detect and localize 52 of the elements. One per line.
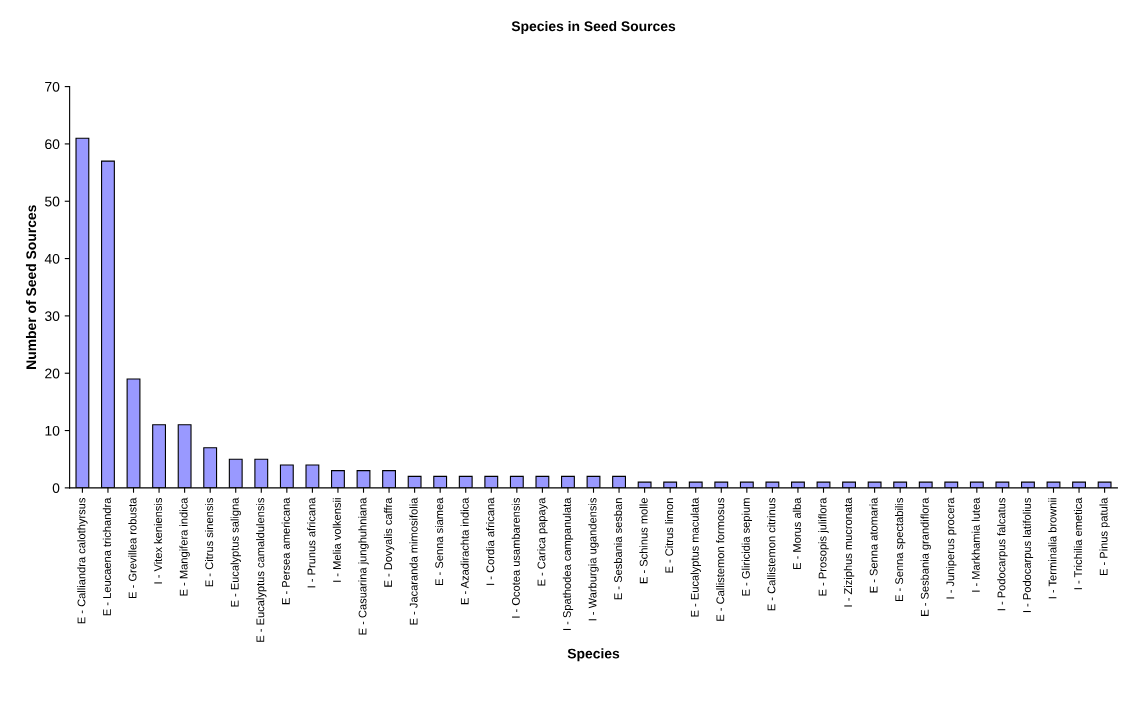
x-tick-label: E - Sesbania sesban <box>613 498 623 600</box>
x-tick-label: E - Callistemon citrinus <box>767 497 776 611</box>
x-tick-label: E - Grevillea robusta <box>128 497 137 598</box>
x-tick-label: I - Melia volkensii <box>332 498 341 582</box>
y-axis-title: Number of Seed Sources <box>25 205 37 369</box>
x-tick-label: E - Senna siamea <box>435 497 444 585</box>
x-tick-label: I - Ziziphus mucronata <box>843 497 855 607</box>
x-tick-label: E - Callistemon formosus <box>716 497 725 621</box>
x-tick-label: E - Dovyalis caffra <box>383 497 395 587</box>
x-tick-label: I - Spathodea campanulata <box>562 497 574 630</box>
x-tick-label: E - Pinus patula <box>1099 497 1110 576</box>
x-tick-label: I - Trichilia emetica <box>1073 497 1083 590</box>
y-tick-label: 40 <box>44 253 60 264</box>
y-tick-label: 30 <box>44 311 60 322</box>
x-tick-label: I - Podocarpus latifolius <box>1022 497 1034 613</box>
x-tick-label: E - Leucaena trichandra <box>102 497 111 616</box>
x-tick-label: I - Terminalia brownii <box>1048 498 1057 599</box>
x-tick-label: E - Schinus molle <box>639 498 648 584</box>
y-tick-label: 0 <box>52 483 60 494</box>
x-tick-label: I - Ocotea usambarensis <box>511 497 520 618</box>
x-tick-label: E - Senna atomaria <box>869 497 878 593</box>
x-tick-label: E - Eucalyptus saligna <box>230 497 241 607</box>
x-tick-label: E - Morus alba <box>792 497 801 569</box>
x-tick-label: E - Jacaranda mimosifolia <box>409 497 418 625</box>
x-tick-label: E - Senna spectabilis <box>894 497 906 602</box>
x-tick-label: E - Eucalyptus camaldulensis <box>256 497 267 642</box>
x-tick-label: E - Eucalyptus maculata <box>690 497 701 617</box>
x-tick-label: I - Markhamia lutea <box>971 497 980 592</box>
x-tick-label: E - Sesbania grandiflora <box>920 497 931 616</box>
y-tick-label: 10 <box>45 425 60 436</box>
y-tick-label: 60 <box>45 139 60 150</box>
x-tick-label: I - Cordia africana <box>486 497 495 585</box>
x-tick-label: E - Citrus limon <box>664 498 674 573</box>
x-tick-label: E - Gliricidia sepium <box>741 498 753 596</box>
y-tick-label: 70 <box>45 81 60 92</box>
x-tick-label: E - Casuarina junghuhniana <box>358 497 369 635</box>
x-axis-title: Species <box>567 648 620 662</box>
x-tick-label: E - Azadirachta indica <box>460 497 469 605</box>
x-tick-label: E - Citrus sinensis <box>205 497 214 587</box>
x-tick-label: E - Carica papaya <box>537 497 548 586</box>
x-tick-label: E - Calliandra calothyrsus <box>77 497 88 624</box>
x-tick-label: I - Juniperus procera <box>946 497 957 599</box>
x-tick-label: E - Prosopis juliflora <box>818 497 829 596</box>
chart-title: Species in Seed Sources <box>511 20 676 34</box>
x-tick-label: I - Warburgia ugandensis <box>588 497 599 621</box>
x-tick-label: I - Vitex keniensis <box>153 497 163 584</box>
x-tick-label: I - Podocarpus falcatus <box>997 497 1008 611</box>
x-tick-label: E - Persea americana <box>281 497 290 605</box>
y-tick-label: 20 <box>45 368 60 379</box>
y-tick-label: 50 <box>45 196 60 207</box>
x-tick-label: E - Mangifera indica <box>179 497 190 596</box>
x-tick-label: I - Prunus africana <box>307 497 316 588</box>
